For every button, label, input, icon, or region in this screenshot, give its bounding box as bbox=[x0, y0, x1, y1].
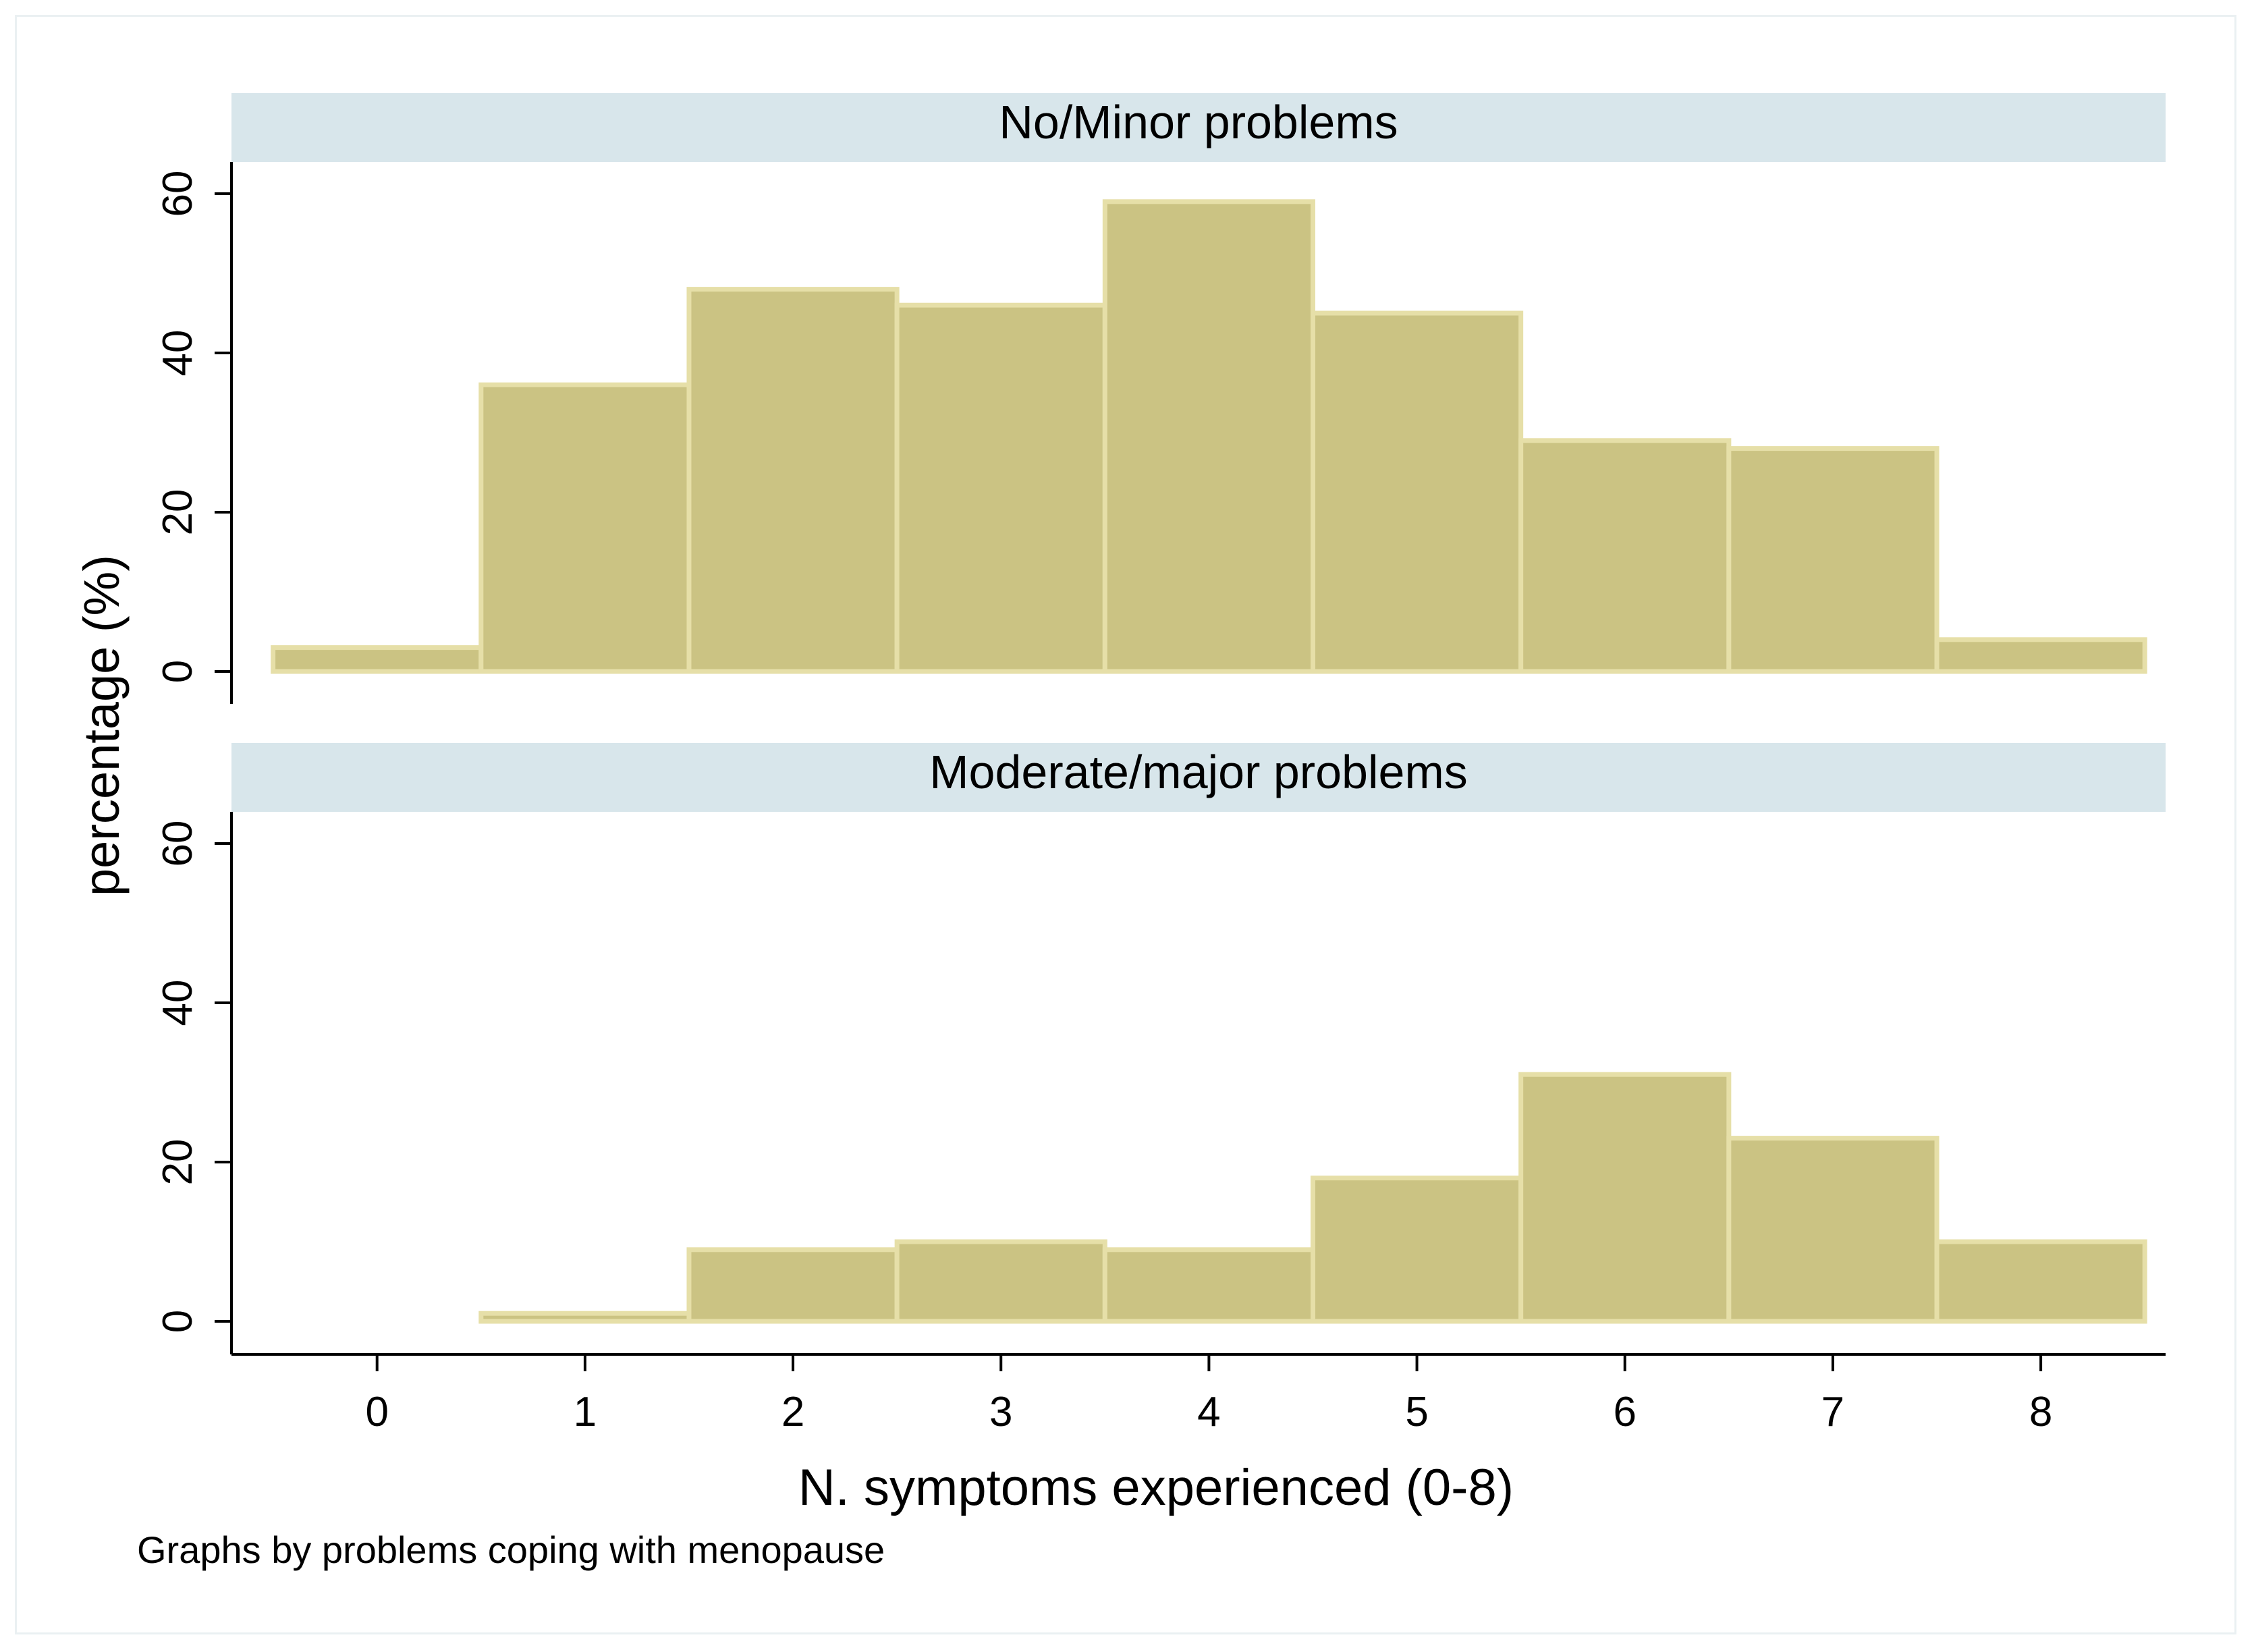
graph-note: Graphs by problems coping with menopause bbox=[137, 1529, 885, 1571]
x-tick-label-8: 8 bbox=[2029, 1389, 2052, 1435]
panel-title-no-minor: No/Minor problems bbox=[999, 96, 1398, 148]
panel-strip-moderate-major bbox=[231, 743, 2166, 812]
x-tick-label-2: 2 bbox=[781, 1389, 804, 1435]
x-axis-title: N. symptoms experienced (0-8) bbox=[798, 1459, 1514, 1516]
bar-panel2-x7 bbox=[1726, 1136, 1940, 1324]
bars-moderate-major bbox=[478, 1072, 2147, 1324]
y-axis-title: percentage (%) bbox=[74, 555, 130, 896]
bar-panel2-x8 bbox=[1934, 1239, 2147, 1324]
bar-panel2-x3 bbox=[894, 1239, 1107, 1324]
bar-panel1-x5 bbox=[1310, 310, 1524, 674]
y-tick-label-panel2-60: 60 bbox=[155, 821, 201, 867]
bar-panel2-x4 bbox=[1102, 1247, 1315, 1324]
y-ticks-panel-2: 0 20 40 60 bbox=[155, 821, 231, 1333]
x-tick-label-0: 0 bbox=[365, 1389, 388, 1435]
bar-panel1-x1 bbox=[478, 382, 692, 674]
bar-panel1-x4 bbox=[1102, 199, 1315, 674]
y-tick-label-panel1-0: 0 bbox=[155, 660, 201, 683]
bar-panel1-x6 bbox=[1518, 438, 1732, 674]
bar-panel2-x6 bbox=[1518, 1072, 1732, 1324]
x-tick-label-4: 4 bbox=[1197, 1389, 1220, 1435]
bar-panel2-x2 bbox=[686, 1247, 900, 1324]
y-tick-label-panel1-40: 40 bbox=[155, 330, 201, 377]
y-tick-label-panel1-20: 20 bbox=[155, 489, 201, 536]
bars-no-minor bbox=[271, 199, 2147, 674]
bar-panel1-x0 bbox=[271, 645, 484, 674]
panel-strip-no-minor bbox=[231, 93, 2166, 162]
bar-panel1-x2 bbox=[686, 287, 900, 674]
panel-title-moderate-major: Moderate/major problems bbox=[929, 746, 1468, 798]
y-tick-label-panel2-20: 20 bbox=[155, 1139, 201, 1186]
panel-moderate-major-problems: Moderate/major problems 0 20 40 60 bbox=[155, 743, 2166, 1354]
bar-panel2-x1 bbox=[478, 1311, 692, 1324]
bar-panel2-x5 bbox=[1310, 1176, 1524, 1324]
y-tick-label-panel2-40: 40 bbox=[155, 980, 201, 1026]
x-tick-label-1: 1 bbox=[574, 1389, 597, 1435]
x-tick-label-7: 7 bbox=[1821, 1389, 1844, 1435]
bar-panel1-x7 bbox=[1726, 446, 1940, 674]
x-tick-label-6: 6 bbox=[1614, 1389, 1637, 1435]
x-ticks: 0 1 2 3 4 5 6 7 8 bbox=[365, 1354, 2052, 1435]
panel-no-minor-problems: No/Minor problems 0 20 40 60 bbox=[155, 93, 2166, 704]
bar-panel1-x3 bbox=[894, 302, 1107, 674]
y-tick-label-panel1-60: 60 bbox=[155, 171, 201, 217]
x-tick-label-3: 3 bbox=[989, 1389, 1012, 1435]
x-tick-label-5: 5 bbox=[1405, 1389, 1428, 1435]
y-ticks-panel-1: 0 20 40 60 bbox=[155, 171, 231, 683]
y-tick-label-panel2-0: 0 bbox=[155, 1310, 201, 1333]
bar-panel1-x8 bbox=[1934, 637, 2147, 674]
